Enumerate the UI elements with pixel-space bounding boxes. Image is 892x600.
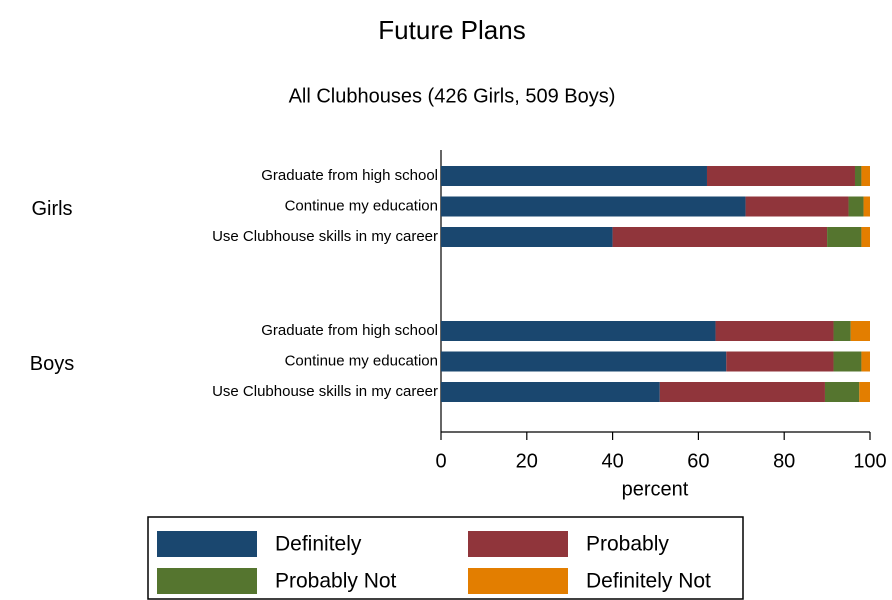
bar-segment	[441, 166, 707, 186]
category-label: Continue my education	[285, 197, 438, 214]
legend-swatch	[468, 531, 568, 557]
category-label: Graduate from high school	[261, 322, 438, 339]
legend-swatch	[157, 531, 257, 557]
bar-segment	[659, 382, 825, 402]
bar-segment	[861, 351, 870, 372]
x-tick-label: 80	[773, 450, 795, 472]
chart-title: Future Plans	[378, 15, 525, 45]
x-tick-label: 0	[435, 450, 446, 472]
category-label: Use Clubhouse skills in my career	[212, 383, 438, 400]
category-label: Use Clubhouse skills in my career	[212, 228, 438, 245]
bar-segment	[745, 196, 849, 217]
bar-segment	[441, 227, 613, 247]
category-label: Continue my education	[285, 352, 438, 369]
bar-segment	[827, 227, 862, 247]
bar-segment	[824, 382, 860, 402]
bar-segment	[861, 166, 870, 186]
bar-segment	[441, 196, 746, 217]
category-label: Graduate from high school	[261, 167, 438, 184]
bar-segment	[726, 351, 834, 372]
bar-segment	[441, 351, 727, 372]
bar-segment	[859, 382, 870, 402]
bar-segment	[441, 321, 716, 341]
bar-segment	[854, 166, 862, 186]
x-tick-label: 60	[687, 450, 709, 472]
bar-segment	[706, 166, 855, 186]
x-tick-label: 20	[516, 450, 538, 472]
bar-segment	[833, 321, 851, 341]
legend-label: Probably Not	[275, 570, 397, 593]
legend-label: Probably	[586, 533, 669, 556]
bar-segment	[850, 321, 870, 341]
bar-segment	[441, 382, 660, 402]
bar-segment	[861, 227, 870, 247]
legend-box	[147, 516, 744, 600]
legend-label: Definitely	[275, 533, 362, 556]
bar-segment	[833, 351, 862, 372]
x-tick-label: 40	[601, 450, 623, 472]
bar-segment	[715, 321, 834, 341]
bar-segment	[612, 227, 828, 247]
chart-subtitle: All Clubhouses (426 Girls, 509 Boys)	[289, 85, 616, 107]
legend-label: Definitely Not	[586, 570, 711, 593]
bar-segment	[848, 196, 864, 217]
group-label: Girls	[31, 198, 72, 220]
legend-swatch	[468, 568, 568, 594]
group-label: Boys	[30, 353, 74, 375]
legend-swatch	[157, 568, 257, 594]
x-tick-label: 100	[853, 450, 886, 472]
x-axis-label: percent	[622, 478, 689, 500]
bar-segment	[863, 196, 870, 217]
